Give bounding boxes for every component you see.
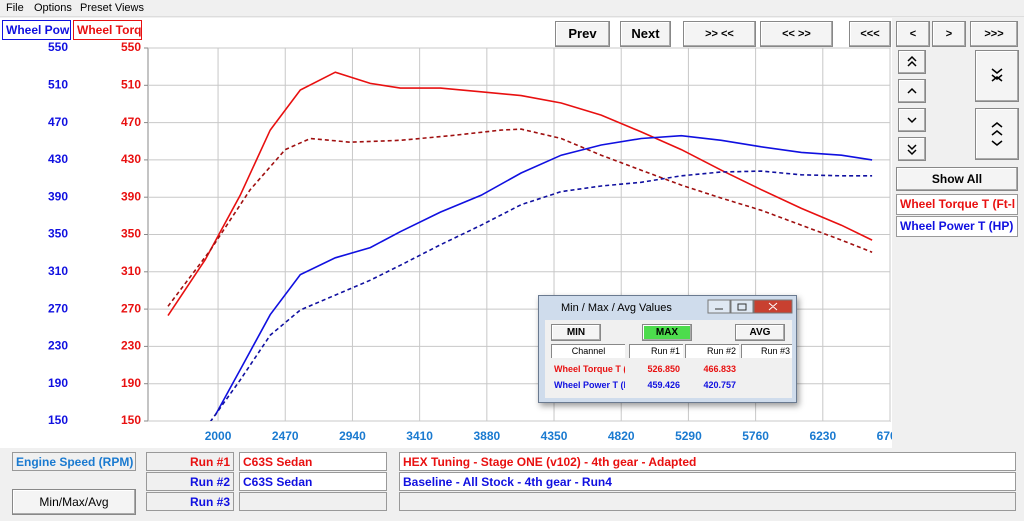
y-tick-label: 230	[48, 339, 68, 353]
run-label: Run #2	[146, 472, 234, 491]
popup-cell: 466.833	[703, 364, 736, 374]
run-description: HEX Tuning - Stage ONE (v102) - 4th gear…	[399, 452, 1016, 471]
popup-button[interactable]: MAX	[642, 324, 692, 341]
run-description: Baseline - All Stock - 4th gear - Run4	[399, 472, 1016, 491]
y2-tick-label: 270	[121, 301, 141, 315]
min-max-avg-button[interactable]: Min/Max/Avg	[12, 489, 136, 515]
x-tick-label: 6230	[809, 429, 836, 443]
toolbar-button[interactable]: <<<	[849, 21, 891, 47]
y2-tick-label: 550	[121, 40, 141, 54]
y2-tick-label: 310	[121, 264, 141, 278]
x-tick-label: 4350	[541, 429, 568, 443]
menu-item[interactable]: Preset Views	[80, 2, 144, 14]
popup-button[interactable]: MIN	[551, 324, 601, 341]
popup-cell: Wheel Torque T (Ft	[554, 364, 625, 374]
y-tick-label: 350	[48, 227, 68, 241]
toolbar-button[interactable]: >	[932, 21, 966, 47]
run-description	[399, 492, 1016, 511]
menu-item[interactable]: File	[6, 2, 24, 14]
show-all-button[interactable]: Show All	[896, 167, 1018, 191]
y-tick-label: 430	[48, 152, 68, 166]
axis-header: Wheel Torq	[73, 20, 142, 40]
y-tick-label: 270	[48, 301, 68, 315]
scroll-button[interactable]	[898, 79, 926, 103]
run-vehicle	[239, 492, 387, 511]
series-line	[167, 71, 873, 317]
popup-cell: Wheel Power T (HI	[554, 380, 625, 390]
x-tick-label: 4820	[608, 429, 635, 443]
toolbar-button[interactable]: <	[896, 21, 930, 47]
toolbar-button[interactable]: << >>	[760, 21, 833, 47]
popup-cell: 459.426	[647, 380, 680, 390]
y2-tick-label: 390	[121, 189, 141, 203]
popup-header: Channel	[551, 344, 625, 358]
y2-tick-label: 510	[121, 77, 141, 91]
x-tick-label: 2470	[272, 429, 299, 443]
popup-cell: 526.850	[647, 364, 680, 374]
x-tick-label: 5760	[742, 429, 769, 443]
y2-tick-label: 190	[121, 376, 141, 390]
y-tick-label: 510	[48, 77, 68, 91]
y-tick-label: 390	[48, 189, 68, 203]
x-tick-label: 2000	[205, 429, 232, 443]
y-tick-label: 190	[48, 376, 68, 390]
window-controls[interactable]	[707, 299, 793, 315]
popup-title: Min / Max / Avg Values	[561, 302, 672, 314]
scale-button[interactable]	[975, 108, 1019, 160]
run-label: Run #1	[146, 452, 234, 471]
run-label: Run #3	[146, 492, 234, 511]
popup-window: Min / Max / Avg Values MIN MAX AVG Channel R…	[538, 295, 797, 403]
y2-tick-label: 430	[121, 152, 141, 166]
scale-button[interactable]	[975, 50, 1019, 102]
x-tick-label: 6700	[877, 429, 892, 443]
scroll-button[interactable]	[898, 137, 926, 161]
y2-tick-label: 470	[121, 115, 141, 129]
y2-tick-label: 350	[121, 227, 141, 241]
run-vehicle: C63S Sedan	[239, 472, 387, 491]
scroll-button[interactable]	[898, 108, 926, 132]
x-axis-label: Engine Speed (RPM)	[12, 452, 136, 471]
popup-cell: 420.757	[703, 380, 736, 390]
x-tick-label: 3410	[406, 429, 433, 443]
toolbar-button[interactable]: >> <<	[683, 21, 756, 47]
axis-header: Wheel Pow	[2, 20, 71, 40]
popup-body: MIN MAX AVG Channel Run #1 Run #2 Run #3 Wheel …	[545, 320, 792, 398]
x-tick-label: 3880	[473, 429, 500, 443]
series-line	[209, 170, 873, 421]
popup-button[interactable]: AVG	[735, 324, 785, 341]
y2-tick-label: 230	[121, 339, 141, 353]
toolbar-button[interactable]: Next	[620, 21, 671, 47]
series-line	[214, 134, 873, 416]
channel-legend[interactable]: Wheel Torque T (Ft-l	[896, 194, 1018, 215]
popup-header: Run #2	[685, 344, 739, 358]
y2-tick-label: 150	[121, 413, 141, 427]
toolbar-button[interactable]: >>>	[970, 21, 1018, 47]
channel-legend[interactable]: Wheel Power T (HP)	[896, 216, 1018, 237]
x-tick-label: 2940	[339, 429, 366, 443]
toolbar-button[interactable]: Prev	[555, 21, 610, 47]
menu-bar: File Options Preset Views	[0, 0, 1024, 17]
y-tick-label: 310	[48, 264, 68, 278]
y-tick-label: 550	[48, 40, 68, 54]
x-tick-label: 5290	[675, 429, 702, 443]
y-tick-label: 470	[48, 115, 68, 129]
y-tick-label: 150	[48, 413, 68, 427]
run-vehicle: C63S Sedan	[239, 452, 387, 471]
menu-item[interactable]: Options	[34, 2, 72, 14]
popup-header: Run #3	[741, 344, 792, 358]
popup-header: Run #1	[629, 344, 683, 358]
series-line	[167, 128, 873, 307]
scroll-button[interactable]	[898, 50, 926, 74]
